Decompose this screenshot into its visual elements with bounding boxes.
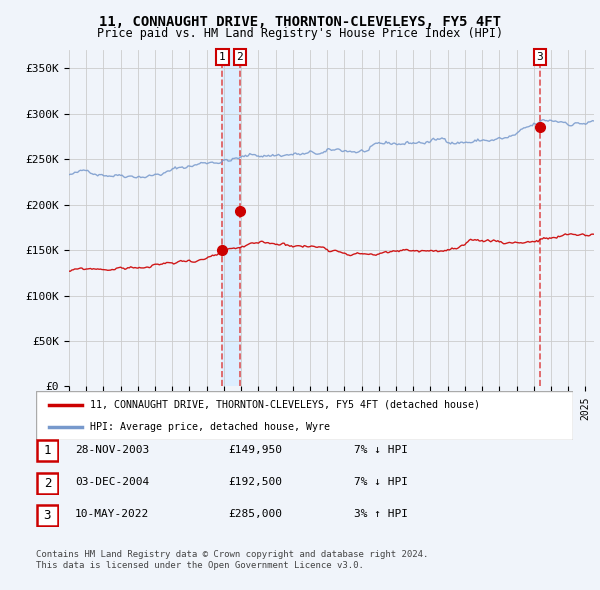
- Text: 7% ↓ HPI: 7% ↓ HPI: [354, 477, 408, 487]
- Text: 3% ↑ HPI: 3% ↑ HPI: [354, 510, 408, 519]
- FancyBboxPatch shape: [37, 505, 58, 526]
- Text: 11, CONNAUGHT DRIVE, THORNTON-CLEVELEYS, FY5 4FT: 11, CONNAUGHT DRIVE, THORNTON-CLEVELEYS,…: [99, 15, 501, 30]
- Text: 1: 1: [219, 52, 226, 62]
- FancyBboxPatch shape: [37, 473, 58, 494]
- Text: 3: 3: [536, 52, 544, 62]
- Text: £192,500: £192,500: [228, 477, 282, 487]
- Text: 10-MAY-2022: 10-MAY-2022: [75, 510, 149, 519]
- Text: 2: 2: [44, 477, 51, 490]
- Text: 28-NOV-2003: 28-NOV-2003: [75, 445, 149, 454]
- Text: 11, CONNAUGHT DRIVE, THORNTON-CLEVELEYS, FY5 4FT (detached house): 11, CONNAUGHT DRIVE, THORNTON-CLEVELEYS,…: [90, 399, 480, 409]
- Text: Price paid vs. HM Land Registry's House Price Index (HPI): Price paid vs. HM Land Registry's House …: [97, 27, 503, 40]
- Text: 2: 2: [236, 52, 243, 62]
- Text: 7% ↓ HPI: 7% ↓ HPI: [354, 445, 408, 454]
- Text: 03-DEC-2004: 03-DEC-2004: [75, 477, 149, 487]
- Text: 3: 3: [44, 509, 51, 522]
- Text: This data is licensed under the Open Government Licence v3.0.: This data is licensed under the Open Gov…: [36, 561, 364, 570]
- FancyBboxPatch shape: [37, 440, 58, 461]
- Text: HPI: Average price, detached house, Wyre: HPI: Average price, detached house, Wyre: [90, 422, 330, 432]
- Bar: [223, 50, 240, 386]
- Text: £285,000: £285,000: [228, 510, 282, 519]
- Text: £149,950: £149,950: [228, 445, 282, 454]
- FancyBboxPatch shape: [36, 391, 573, 440]
- Text: Contains HM Land Registry data © Crown copyright and database right 2024.: Contains HM Land Registry data © Crown c…: [36, 550, 428, 559]
- Text: 1: 1: [44, 444, 51, 457]
